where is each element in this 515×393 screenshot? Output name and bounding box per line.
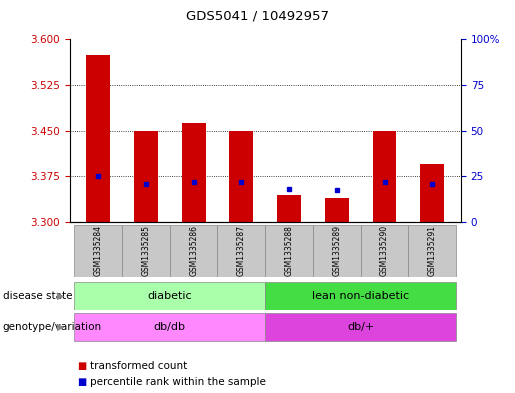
Text: GSM1335284: GSM1335284: [94, 225, 102, 276]
Bar: [134, 130, 158, 222]
FancyBboxPatch shape: [74, 224, 122, 277]
FancyBboxPatch shape: [74, 281, 265, 310]
Bar: [229, 130, 253, 222]
Text: diabetic: diabetic: [147, 291, 192, 301]
Text: GDS5041 / 10492957: GDS5041 / 10492957: [186, 10, 329, 23]
FancyBboxPatch shape: [265, 224, 313, 277]
Text: db/db: db/db: [154, 322, 186, 332]
Bar: [373, 130, 397, 222]
FancyBboxPatch shape: [408, 224, 456, 277]
Text: GSM1335290: GSM1335290: [380, 225, 389, 276]
Text: db/+: db/+: [347, 322, 374, 332]
Text: ■: ■: [77, 377, 87, 387]
Bar: [86, 55, 110, 222]
Text: ▶: ▶: [57, 322, 64, 332]
Text: GSM1335286: GSM1335286: [189, 225, 198, 276]
Text: GSM1335285: GSM1335285: [142, 225, 150, 276]
Bar: [182, 123, 205, 222]
Text: GSM1335291: GSM1335291: [428, 225, 437, 276]
FancyBboxPatch shape: [265, 281, 456, 310]
FancyBboxPatch shape: [74, 313, 265, 341]
FancyBboxPatch shape: [313, 224, 360, 277]
FancyBboxPatch shape: [170, 224, 217, 277]
Text: transformed count: transformed count: [90, 361, 187, 371]
Text: ■: ■: [77, 361, 87, 371]
Bar: [325, 198, 349, 222]
Text: ▶: ▶: [57, 291, 64, 301]
Text: lean non-diabetic: lean non-diabetic: [312, 291, 409, 301]
FancyBboxPatch shape: [360, 224, 408, 277]
FancyBboxPatch shape: [265, 313, 456, 341]
Bar: [420, 164, 444, 222]
Text: percentile rank within the sample: percentile rank within the sample: [90, 377, 266, 387]
FancyBboxPatch shape: [217, 224, 265, 277]
Text: GSM1335289: GSM1335289: [332, 225, 341, 276]
Text: disease state: disease state: [3, 291, 72, 301]
Text: GSM1335287: GSM1335287: [237, 225, 246, 276]
Text: GSM1335288: GSM1335288: [285, 225, 294, 276]
Bar: [277, 195, 301, 222]
FancyBboxPatch shape: [122, 224, 170, 277]
Text: genotype/variation: genotype/variation: [3, 322, 101, 332]
